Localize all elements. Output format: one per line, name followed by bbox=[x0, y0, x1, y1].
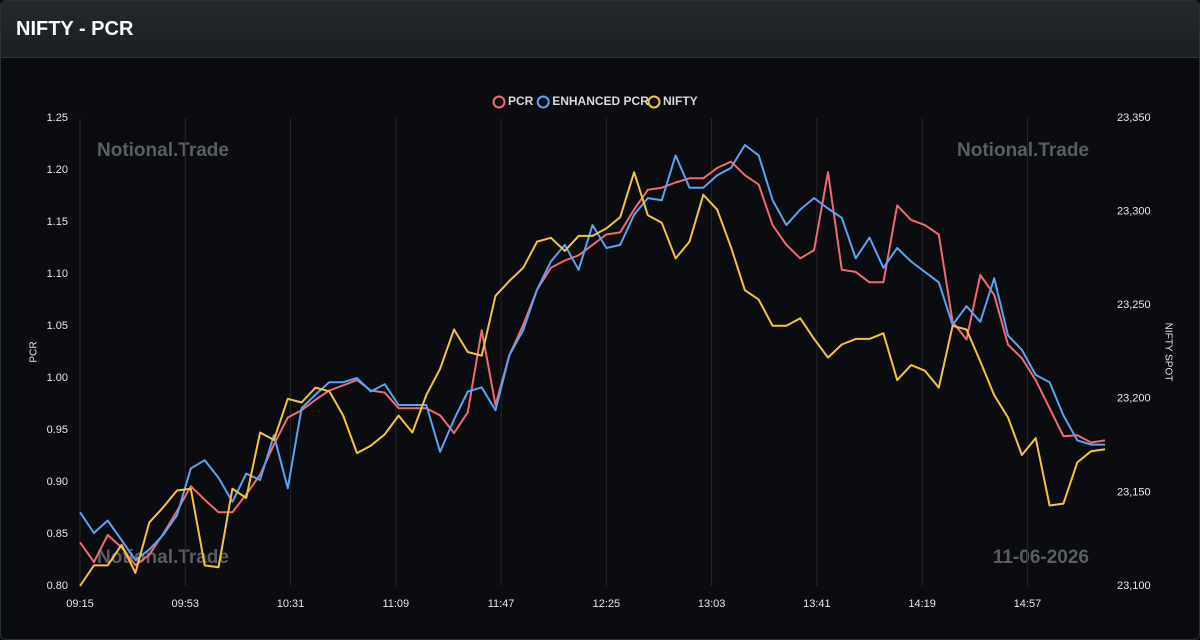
x-tick-label: 11:47 bbox=[488, 598, 515, 610]
y-tick-label: 1.05 bbox=[47, 320, 68, 332]
y-tick-label: 1.20 bbox=[47, 164, 68, 176]
y-tick-label: 0.80 bbox=[47, 580, 68, 592]
y2-tick-label: 23,150 bbox=[1117, 486, 1151, 498]
y-tick-label: 0.95 bbox=[47, 424, 68, 436]
y-tick-label: 0.90 bbox=[47, 476, 68, 488]
x-tick-label: 11:09 bbox=[382, 598, 409, 610]
legend-label: NIFTY bbox=[663, 94, 698, 108]
watermark: Notional.Trade bbox=[957, 140, 1089, 161]
series-line bbox=[79, 160, 1106, 567]
x-tick-label: 14:19 bbox=[908, 598, 936, 610]
x-tick-label: 12:25 bbox=[593, 598, 621, 610]
y-tick-label: 1.00 bbox=[47, 372, 68, 384]
y2-tick-label: 23,250 bbox=[1117, 299, 1151, 311]
y-tick-label: 0.85 bbox=[47, 528, 68, 540]
legend-label: PCR bbox=[508, 94, 534, 108]
series-line bbox=[79, 144, 1105, 561]
y2-axis-label: NIFTY SPOT bbox=[1162, 323, 1173, 382]
y2-tick-label: 23,100 bbox=[1117, 580, 1151, 592]
legend-marker bbox=[536, 95, 550, 109]
x-tick-label: 10:31 bbox=[277, 598, 305, 610]
legend-marker bbox=[647, 95, 661, 109]
x-tick-label: 13:41 bbox=[803, 598, 831, 610]
y2-tick-label: 23,350 bbox=[1117, 112, 1151, 124]
legend-label: ENHANCED PCR bbox=[552, 94, 649, 108]
y-axis-label: PCR bbox=[29, 341, 40, 362]
x-tick-label: 14:57 bbox=[1014, 598, 1042, 610]
series-line bbox=[79, 171, 1106, 587]
y-tick-label: 1.25 bbox=[47, 112, 68, 124]
x-tick-label: 13:03 bbox=[698, 598, 726, 610]
y2-tick-label: 23,200 bbox=[1117, 393, 1151, 405]
legend-marker bbox=[492, 95, 506, 109]
header: NIFTY - PCR bbox=[1, 1, 1199, 58]
x-tick-label: 09:15 bbox=[66, 598, 94, 610]
watermark: Notional.Trade bbox=[97, 140, 229, 161]
y-tick-label: 1.15 bbox=[47, 216, 68, 228]
watermark: 11-06-2026 bbox=[993, 547, 1089, 568]
y2-tick-label: 23,300 bbox=[1117, 206, 1151, 218]
y-tick-label: 1.10 bbox=[47, 268, 68, 280]
x-tick-label: 09:53 bbox=[172, 598, 200, 610]
chart-title: NIFTY - PCR bbox=[16, 17, 134, 40]
